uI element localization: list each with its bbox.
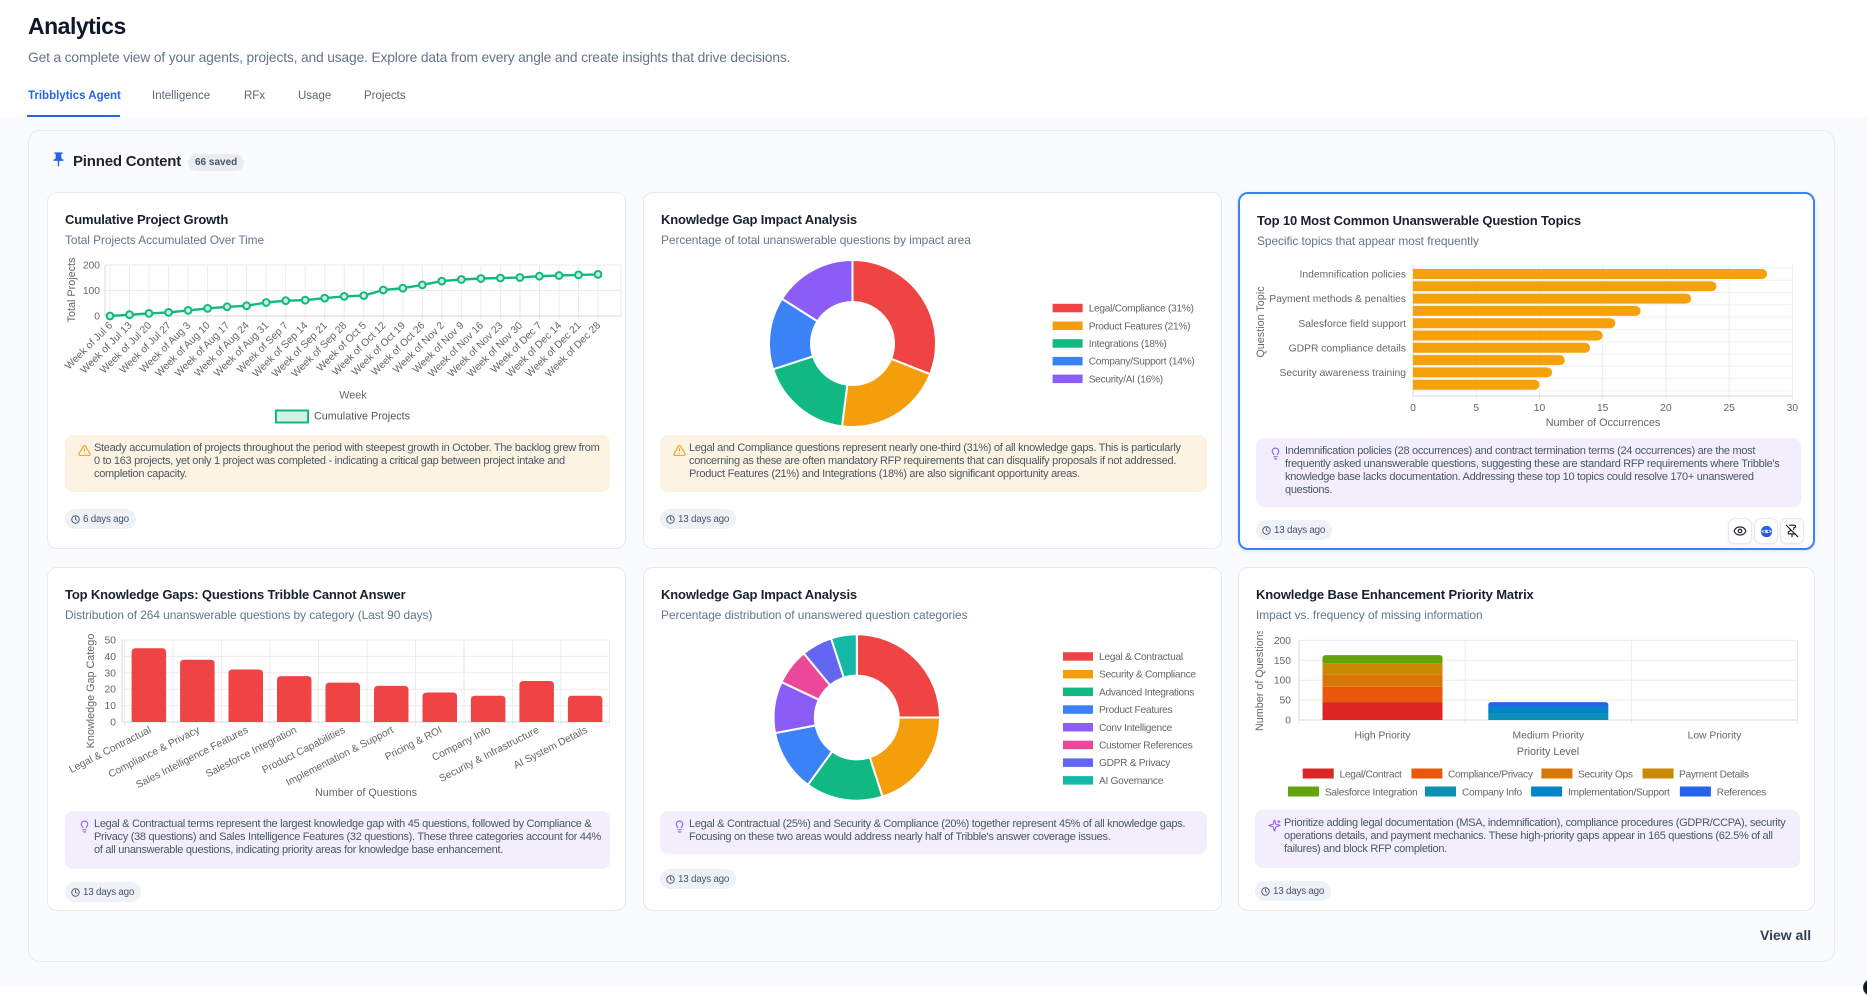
svg-text:Legal/Contract: Legal/Contract [1340, 769, 1403, 780]
svg-text:Question Topic: Question Topic [1255, 286, 1267, 358]
svg-text:50: 50 [1280, 696, 1292, 707]
svg-text:30: 30 [105, 668, 117, 679]
svg-text:GDPR & Privacy: GDPR & Privacy [1099, 758, 1171, 769]
svg-text:Security & Compliance: Security & Compliance [1099, 670, 1196, 681]
svg-text:0: 0 [1285, 716, 1291, 727]
svg-text:Legal & Contractual: Legal & Contractual [1099, 652, 1183, 663]
svg-text:200: 200 [83, 261, 100, 272]
svg-text:Payment Details: Payment Details [1679, 769, 1749, 780]
svg-text:Indemnification policies: Indemnification policies [1300, 270, 1406, 281]
svg-text:15: 15 [1597, 403, 1609, 414]
svg-text:Salesforce field support: Salesforce field support [1298, 319, 1406, 330]
svg-text:Cumulative Projects: Cumulative Projects [314, 411, 411, 423]
svg-text:Customer References: Customer References [1099, 741, 1193, 752]
svg-text:Company/Support (14%): Company/Support (14%) [1089, 357, 1195, 368]
svg-text:30: 30 [1787, 403, 1799, 414]
svg-text:Low Priority: Low Priority [1688, 731, 1743, 742]
svg-text:Priority Level: Priority Level [1517, 746, 1579, 758]
svg-text:Number of Questions: Number of Questions [1255, 631, 1266, 731]
svg-text:Compliance/Privacy: Compliance/Privacy [1448, 769, 1534, 780]
svg-text:High Priority: High Priority [1354, 731, 1411, 742]
svg-text:GDPR compliance details: GDPR compliance details [1289, 343, 1406, 354]
svg-text:10: 10 [105, 701, 117, 712]
svg-text:40: 40 [105, 652, 117, 663]
svg-text:Security Ops: Security Ops [1578, 769, 1633, 780]
svg-text:20: 20 [105, 685, 117, 696]
svg-text:25: 25 [1723, 403, 1735, 414]
svg-text:AI Governance: AI Governance [1099, 776, 1164, 787]
svg-text:Product Features: Product Features [1099, 705, 1173, 716]
svg-text:Implementation/Support: Implementation/Support [1568, 787, 1670, 798]
svg-text:150: 150 [1274, 656, 1291, 667]
svg-text:Legal/Compliance (31%): Legal/Compliance (31%) [1089, 304, 1194, 315]
svg-text:0: 0 [110, 718, 116, 729]
svg-text:References: References [1717, 787, 1766, 798]
svg-text:100: 100 [83, 286, 100, 297]
svg-text:Company Info: Company Info [1462, 787, 1522, 798]
svg-text:Payment methods & penalties: Payment methods & penalties [1269, 294, 1406, 305]
svg-text:Week: Week [339, 390, 367, 402]
svg-text:Salesforce Integration: Salesforce Integration [204, 725, 298, 780]
svg-text:10: 10 [1534, 403, 1546, 414]
svg-text:50: 50 [105, 636, 117, 647]
svg-text:Salesforce Integration: Salesforce Integration [1325, 787, 1418, 798]
svg-text:Product Features (21%): Product Features (21%) [1089, 321, 1191, 332]
svg-text:Security awareness training: Security awareness training [1280, 368, 1407, 379]
svg-text:Medium Priority: Medium Priority [1513, 731, 1585, 742]
svg-text:Number of Questions: Number of Questions [315, 787, 418, 799]
svg-text:20: 20 [1660, 403, 1672, 414]
svg-text:Total Projects: Total Projects [66, 257, 78, 322]
svg-text:5: 5 [1473, 403, 1479, 414]
svg-text:200: 200 [1274, 636, 1291, 647]
svg-text:0: 0 [94, 312, 100, 323]
svg-text:Advanced Integrations: Advanced Integrations [1099, 687, 1194, 698]
svg-text:Security/AI (16%): Security/AI (16%) [1089, 374, 1163, 385]
svg-text:100: 100 [1274, 676, 1291, 687]
svg-text:Knowledge Gap Catego: Knowledge Gap Catego [85, 634, 97, 749]
svg-text:Integrations (18%): Integrations (18%) [1089, 339, 1167, 350]
svg-text:0: 0 [1410, 403, 1416, 414]
svg-text:Number of Occurrences: Number of Occurrences [1546, 417, 1661, 429]
svg-text:Conv Intelligence: Conv Intelligence [1099, 723, 1173, 734]
